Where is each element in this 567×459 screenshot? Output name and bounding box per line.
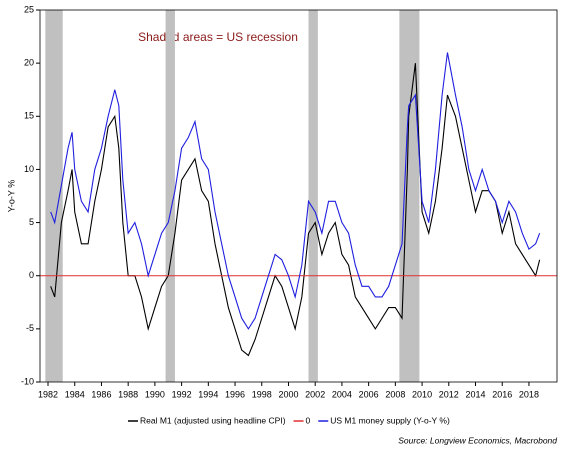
x-tick-label: 2018 [519, 389, 539, 399]
recession-band [45, 10, 63, 382]
x-tick-label: 2004 [332, 389, 352, 399]
y-tick-label: 10 [24, 164, 34, 174]
legend-label: 0 [306, 415, 311, 425]
x-tick-label: 1986 [91, 389, 111, 399]
x-tick-label: 2008 [385, 389, 405, 399]
x-tick-label: 1982 [38, 389, 58, 399]
x-tick-label: 1992 [172, 389, 192, 399]
x-tick-label: 1994 [198, 389, 218, 399]
annotation: Shaded areas = US recession [138, 30, 298, 44]
x-tick-label: 2002 [305, 389, 325, 399]
x-tick-label: 1996 [225, 389, 245, 399]
series-line [50, 52, 541, 330]
legend-label: Real M1 (adjusted using headline CPI) [140, 415, 286, 425]
y-tick-label: 20 [24, 58, 34, 68]
y-axis-label: Y-o-Y % [6, 180, 16, 213]
x-tick-label: 2006 [359, 389, 379, 399]
x-tick-label: 2010 [412, 389, 432, 399]
x-tick-label: 1988 [118, 389, 138, 399]
plot-frame [39, 9, 558, 383]
y-tick-label: -10 [21, 376, 34, 386]
recession-band [165, 10, 175, 382]
x-tick-label: 1998 [252, 389, 272, 399]
x-tick-label: 2016 [492, 389, 512, 399]
y-tick-label: 15 [24, 111, 34, 121]
series-line [50, 63, 541, 357]
y-tick-label: 25 [24, 4, 34, 14]
y-tick-label: 0 [29, 270, 34, 280]
y-tick-label: -5 [26, 323, 34, 333]
recession-band [399, 10, 420, 382]
recession-band [308, 10, 318, 382]
x-tick-label: 2000 [278, 389, 298, 399]
x-tick-label: 1984 [65, 389, 85, 399]
x-tick-label: 1990 [145, 389, 165, 399]
x-tick-label: 2014 [465, 389, 485, 399]
source: Source: Longview Economics, Macrobond [398, 435, 557, 445]
legend-label: US M1 money supply (Y-o-Y %) [330, 415, 450, 425]
x-tick-label: 2012 [439, 389, 459, 399]
y-tick-label: 5 [29, 217, 34, 227]
